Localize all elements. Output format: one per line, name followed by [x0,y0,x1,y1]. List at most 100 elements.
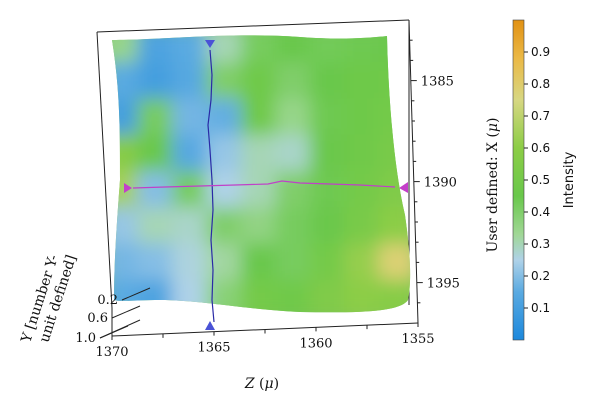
surface-cell [171,35,211,67]
surface-cell [240,243,280,284]
surface-cell [171,171,211,212]
colorbar-tick-label: 0.6 [531,141,550,155]
surface-cell [275,207,314,248]
surface-cell [206,134,245,175]
surface-cell [309,207,349,248]
surface-cell [275,279,314,313]
box-edge-left-back [96,31,113,309]
crosshair-horizontal-line [132,180,396,189]
surface-cell [275,134,314,175]
marker-top-icon[interactable] [205,40,215,48]
y-tick-label: 0.6 [87,311,108,326]
surface-cell [240,134,280,175]
surface-cell [137,207,176,248]
x-tick-label: 1395 [427,277,460,292]
surface-cell [137,243,176,284]
colorbar-tick-label: 0.9 [531,45,550,59]
surface-cell [206,98,245,139]
surface-cell [137,98,176,139]
surface-cell [112,243,142,284]
surface-cell [206,35,245,67]
colorbar-tick-label: 0.7 [531,109,550,123]
surface-cell [275,35,314,67]
colorbar-tick-label: 0.4 [531,205,550,219]
x-axis: 1385 1390 1395 User defined: X (μ) [409,39,501,304]
surface-cell [240,171,280,212]
x-axis-title: User defined: X (μ) [485,118,501,253]
z-tick-label: 1355 [401,332,434,347]
surface-cell [137,279,176,313]
y-tick-label: 1.0 [75,331,96,346]
surface-cell [171,62,211,103]
surface-cell [275,243,314,284]
surface-cell [378,134,411,175]
z-axis: 1370 1365 1360 1355 Z (μ) [95,323,435,392]
surface-cell [309,279,349,313]
z-tick-label: 1370 [95,345,128,360]
surface-cell [378,243,411,284]
surface-cell [171,243,211,284]
surface-cell [309,62,349,103]
surface-cell [171,134,211,175]
surface-cell [137,134,176,175]
surface-cell [137,35,176,67]
z-tick-label: 1360 [299,336,332,351]
surface-cell [275,171,314,212]
surface-cell [240,207,280,248]
surface-cell [275,98,314,139]
surface-cell [171,279,211,313]
colorbar-tick-label: 0.1 [531,301,550,315]
marker-left-icon[interactable] [124,183,132,193]
colorbar-tick-label: 0.8 [531,77,550,91]
surface-cell [171,98,211,139]
surface-cell [240,279,280,313]
surface-cell [240,98,280,139]
surface-cell [171,207,211,248]
surface-cell [112,171,142,212]
surface-cell [275,62,314,103]
surface-cell [344,243,383,284]
y-tick [121,287,151,301]
surface-cell [206,62,245,103]
surface-cell [112,35,142,67]
box-edge-top [96,19,410,33]
marker-right-icon[interactable] [399,182,408,193]
surface-cell [112,62,142,103]
surface-cell [240,35,280,67]
surface-cell [309,171,349,212]
surface-cell [344,171,383,212]
colorbar: 0.1 0.2 0.3 0.4 0.5 0.6 0.7 0.8 0.9 Intensity [512,19,577,341]
surface-cell [137,171,176,212]
surface-cell [344,98,383,139]
surface-cell [309,243,349,284]
surface-cell [344,62,383,103]
x-tick-label: 1390 [424,176,457,191]
surface-cell [309,35,349,67]
x-tick-label: 1385 [421,75,454,90]
y-tick-label: 0.2 [97,293,118,308]
box-edge-right-front [408,19,419,324]
surface-cell [344,35,383,67]
surface-cell [309,134,349,175]
intensity-surface [112,35,411,313]
surface-cell [137,62,176,103]
surface-cell [344,279,383,313]
surface-cell [378,171,411,212]
surface-cell [112,134,142,175]
y-tick [111,305,141,319]
colorbar-ramp [512,19,525,341]
surface-cell [240,62,280,103]
y-tick [99,325,129,339]
colorbar-tick-label: 0.5 [531,173,550,187]
surface-cell [309,98,349,139]
surface-cell [112,98,142,139]
colorbar-tick-label: 0.2 [531,269,550,283]
colorbar-tick-label: 0.3 [531,237,550,251]
marker-bottom-icon[interactable] [205,321,215,330]
crosshair-vertical-line [207,49,215,323]
surface-cell [378,279,411,313]
z-axis-title: Z (μ) [244,376,279,392]
colorbar-title: Intensity [562,151,577,208]
z-tick-label: 1365 [197,341,230,356]
